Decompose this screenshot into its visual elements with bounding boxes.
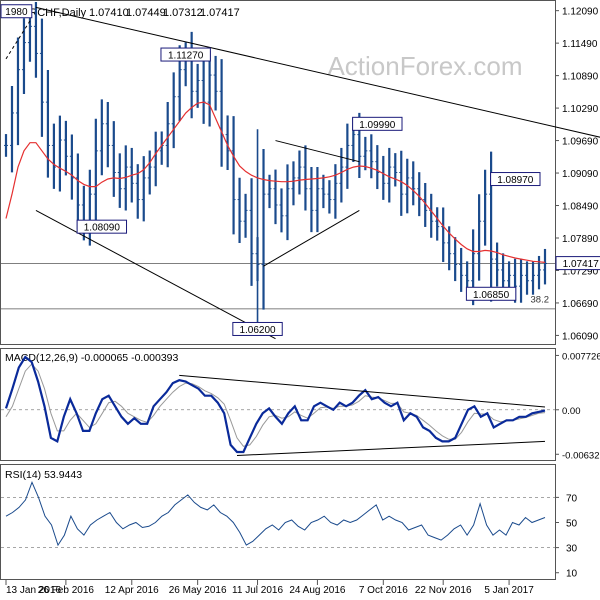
price-annotation: 1.09990 — [352, 116, 403, 131]
price-ytick-label: 1.10890 — [562, 72, 599, 83]
price-ytick-label: 1.10290 — [562, 104, 599, 115]
annotation-box — [555, 256, 600, 271]
rsi-line — [5, 480, 546, 547]
watermark: ActionForex.com — [327, 51, 522, 81]
x-tick-label: 26 May 2016 — [169, 585, 227, 596]
annotation-text: 1.08970 — [497, 175, 534, 186]
trendline-triangle-bottom — [263, 209, 360, 267]
annotation-box — [232, 321, 283, 336]
price-ytick-label: 1.09090 — [562, 169, 599, 180]
rsi-ytick-label: 10 — [566, 569, 578, 580]
close-value: 1.07417 — [200, 7, 240, 19]
x-tick-label: 12 Apr 2016 — [105, 585, 159, 596]
rsi-title: RSI(14) 53.9443 — [5, 469, 82, 481]
annotation-box — [465, 286, 517, 301]
price-annotation: 1.08090 — [76, 219, 128, 234]
price-ytick-label: 1.12090 — [562, 7, 599, 18]
annotation-text: 1980 — [5, 7, 28, 18]
trendline-upper-channel — [35, 6, 600, 138]
annotation-text: 1.11270 — [168, 51, 204, 62]
price-ytick-label: 1.11490 — [562, 39, 598, 50]
annotation-text: 1.06850 — [473, 290, 510, 301]
macd-ytick-label: 0.00 — [562, 406, 581, 417]
annotation-text: 1.06200 — [239, 325, 276, 336]
last-price-label: 1.07417 — [555, 256, 600, 271]
price-panel — [0, 0, 556, 345]
rsi-ytick-label: 70 — [566, 493, 578, 504]
macd-trendline-macd-upper — [179, 374, 546, 408]
rsi-panel — [0, 464, 556, 580]
price-ytick-label: 1.09690 — [562, 137, 599, 148]
x-tick-label: 24 Aug 2016 — [289, 585, 346, 596]
x-tick-label: 5 Jan 2017 — [484, 585, 534, 596]
chart-header: EURCHF,Daily 1.07410 1.07449 1.07312 1.0… — [5, 7, 240, 19]
rsi-ytick-label: 30 — [566, 544, 578, 555]
open-value: 1.07410 — [89, 7, 129, 19]
price-annotation: 1.11270 — [160, 47, 211, 62]
x-tick-label: 22 Nov 2016 — [415, 585, 472, 596]
fibo-label: 38.2 — [531, 295, 550, 306]
price-ytick-label: 1.06090 — [562, 331, 599, 342]
annotation-box — [0, 4, 33, 19]
price-bars — [4, 2, 547, 310]
price-annotation: 1.06200 — [232, 321, 283, 336]
price-annotation: 1980 — [0, 4, 33, 19]
high-value: 1.07449 — [126, 7, 166, 19]
trendline-lower-channel — [35, 209, 276, 340]
trendline-dashed-top — [5, 20, 31, 60]
moving-average-line — [5, 101, 546, 263]
annotation-text: 1.08090 — [84, 223, 121, 234]
price-ytick-label: 1.07890 — [562, 234, 599, 245]
price-ytick-label: 1.06690 — [562, 299, 599, 310]
price-annotation: 1.06850 — [465, 286, 517, 301]
low-value: 1.07312 — [163, 7, 203, 19]
price-annotation: 1.08970 — [490, 172, 541, 187]
trendline-triangle-top — [275, 140, 360, 163]
x-tick-label: 7 Oct 2016 — [359, 585, 408, 596]
macd-title: MACD(12,26,9) -0.000065 -0.000393 — [5, 352, 179, 364]
price-ytick-label: 1.08490 — [562, 202, 599, 213]
rsi-ytick-label: 50 — [566, 519, 578, 530]
x-tick-label: 11 Jul 2016 — [232, 585, 283, 596]
macd-line — [4, 355, 546, 454]
annotation-box — [76, 219, 128, 234]
x-tick-label: 26 Feb 2016 — [38, 585, 95, 596]
annotation-text: 1.09990 — [359, 120, 396, 131]
price-ytick-label: 1.07290 — [562, 266, 599, 277]
annotation-box — [490, 172, 541, 187]
macd-trendline-macd-lower — [236, 440, 546, 456]
macd-signal-line — [5, 363, 546, 447]
annotation-text: 1.07417 — [563, 259, 600, 270]
annotation-box — [352, 116, 403, 131]
x-tick-label: 13 Jan 2016 — [6, 585, 61, 596]
annotation-box — [160, 47, 211, 62]
macd-ytick-label: 0.007726 — [562, 351, 600, 362]
macd-panel — [0, 348, 556, 461]
